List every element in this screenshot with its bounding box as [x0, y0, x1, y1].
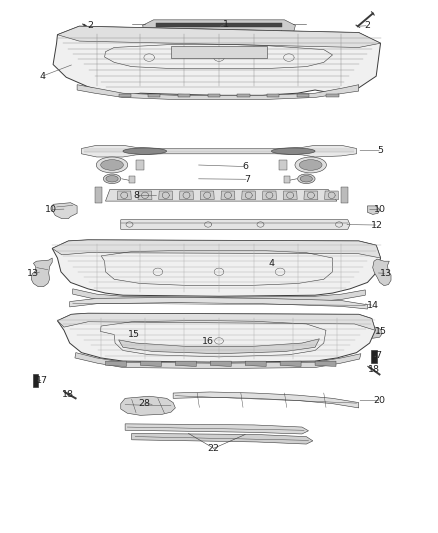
Text: 28: 28	[139, 399, 151, 408]
Polygon shape	[77, 85, 359, 100]
Text: 22: 22	[208, 444, 220, 453]
Text: 17: 17	[371, 351, 383, 360]
Text: 18: 18	[62, 390, 74, 399]
Polygon shape	[283, 191, 297, 199]
Polygon shape	[129, 176, 135, 182]
Ellipse shape	[101, 160, 124, 170]
Polygon shape	[81, 146, 357, 157]
Text: 4: 4	[268, 260, 274, 268]
Ellipse shape	[299, 160, 322, 170]
Polygon shape	[148, 94, 160, 98]
Polygon shape	[95, 187, 102, 203]
Polygon shape	[267, 94, 279, 98]
Polygon shape	[304, 191, 318, 199]
Polygon shape	[132, 433, 313, 444]
Polygon shape	[57, 313, 375, 330]
Polygon shape	[280, 361, 301, 367]
Polygon shape	[210, 361, 231, 367]
Text: 4: 4	[39, 71, 45, 80]
Polygon shape	[57, 26, 381, 47]
Text: 10: 10	[374, 205, 386, 214]
Polygon shape	[245, 361, 266, 367]
Polygon shape	[119, 94, 131, 98]
Polygon shape	[136, 160, 144, 169]
Polygon shape	[57, 313, 375, 362]
Polygon shape	[155, 22, 283, 27]
Polygon shape	[159, 191, 173, 199]
Polygon shape	[180, 191, 194, 199]
Text: 7: 7	[244, 175, 251, 184]
Polygon shape	[297, 94, 309, 98]
Polygon shape	[279, 160, 287, 169]
Ellipse shape	[106, 175, 118, 182]
Ellipse shape	[123, 148, 166, 155]
Polygon shape	[242, 191, 256, 199]
Ellipse shape	[295, 157, 326, 173]
Polygon shape	[237, 94, 250, 98]
Text: 13: 13	[380, 269, 392, 278]
Polygon shape	[367, 206, 380, 214]
Polygon shape	[208, 94, 220, 98]
Polygon shape	[31, 258, 52, 287]
Polygon shape	[341, 187, 348, 203]
Text: 12: 12	[371, 221, 383, 230]
Ellipse shape	[300, 175, 312, 182]
Text: 8: 8	[133, 191, 139, 200]
Polygon shape	[125, 424, 308, 434]
Text: 5: 5	[378, 146, 384, 155]
Polygon shape	[326, 94, 339, 98]
Polygon shape	[121, 220, 350, 229]
Polygon shape	[124, 329, 145, 338]
Polygon shape	[52, 240, 381, 296]
Text: 10: 10	[45, 205, 57, 214]
Polygon shape	[315, 361, 336, 367]
Polygon shape	[141, 361, 161, 367]
Polygon shape	[32, 374, 38, 386]
Polygon shape	[325, 191, 339, 199]
Text: 1: 1	[223, 20, 229, 29]
Text: 6: 6	[242, 162, 248, 171]
Polygon shape	[143, 20, 295, 34]
Polygon shape	[121, 396, 175, 415]
Polygon shape	[221, 191, 235, 199]
Text: 2: 2	[364, 21, 371, 30]
Polygon shape	[75, 353, 361, 368]
Polygon shape	[70, 297, 367, 309]
Text: 15: 15	[374, 327, 387, 336]
Text: 20: 20	[374, 396, 386, 405]
Ellipse shape	[103, 174, 121, 183]
Ellipse shape	[297, 174, 315, 183]
Polygon shape	[106, 361, 127, 367]
Polygon shape	[117, 191, 131, 199]
Polygon shape	[73, 289, 365, 303]
Polygon shape	[262, 191, 276, 199]
Text: 16: 16	[202, 337, 214, 346]
Polygon shape	[367, 327, 382, 338]
Ellipse shape	[272, 148, 315, 155]
Polygon shape	[284, 176, 290, 182]
Polygon shape	[53, 26, 381, 96]
Text: 13: 13	[28, 269, 39, 278]
Bar	[171, 46, 267, 58]
Text: 14: 14	[367, 301, 379, 310]
Text: 17: 17	[36, 376, 48, 385]
Polygon shape	[119, 339, 319, 354]
Polygon shape	[52, 240, 381, 258]
Polygon shape	[371, 351, 377, 364]
Text: 2: 2	[87, 21, 93, 30]
Ellipse shape	[96, 157, 128, 173]
Text: 18: 18	[368, 365, 380, 374]
Polygon shape	[106, 189, 337, 201]
Polygon shape	[138, 191, 152, 199]
Text: 15: 15	[128, 330, 140, 339]
Polygon shape	[200, 191, 214, 199]
Polygon shape	[373, 259, 391, 286]
Polygon shape	[173, 392, 359, 408]
Polygon shape	[175, 361, 196, 367]
Polygon shape	[52, 203, 77, 219]
Polygon shape	[178, 94, 190, 98]
